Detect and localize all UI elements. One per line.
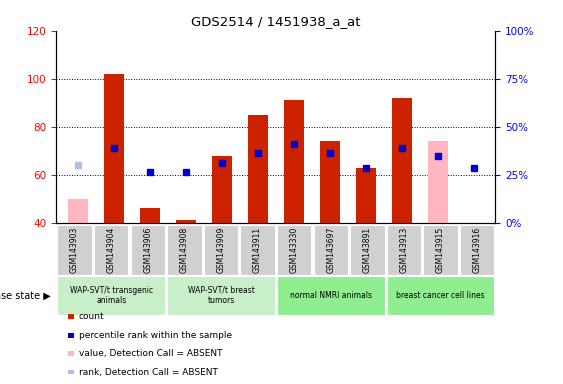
Text: GSM143330: GSM143330: [290, 227, 298, 273]
Bar: [392, 98, 412, 223]
Text: GSM143908: GSM143908: [180, 227, 189, 273]
Text: GSM143916: GSM143916: [473, 227, 481, 273]
Title: GDS2514 / 1451938_a_at: GDS2514 / 1451938_a_at: [191, 15, 361, 28]
Text: GSM143904: GSM143904: [107, 227, 115, 273]
Bar: [176, 220, 196, 223]
Bar: [68, 199, 88, 223]
Bar: [428, 141, 448, 223]
Text: count: count: [79, 312, 105, 321]
Text: GSM143909: GSM143909: [217, 227, 225, 273]
Text: percentile rank within the sample: percentile rank within the sample: [79, 331, 232, 340]
Bar: [248, 115, 268, 223]
Bar: [320, 141, 339, 223]
Text: WAP-SVT/t transgenic
animals: WAP-SVT/t transgenic animals: [70, 286, 153, 305]
Bar: [284, 100, 304, 223]
Text: GSM143891: GSM143891: [363, 227, 372, 273]
Bar: [104, 74, 124, 223]
Bar: [356, 167, 376, 223]
Text: GSM143906: GSM143906: [144, 227, 152, 273]
Text: WAP-SVT/t breast
tumors: WAP-SVT/t breast tumors: [187, 286, 254, 305]
Text: disease state ▶: disease state ▶: [0, 291, 51, 301]
Text: GSM143913: GSM143913: [400, 227, 408, 273]
Text: GSM143697: GSM143697: [327, 227, 335, 273]
Text: GSM143903: GSM143903: [70, 227, 79, 273]
Text: rank, Detection Call = ABSENT: rank, Detection Call = ABSENT: [79, 367, 218, 377]
Bar: [140, 208, 160, 223]
Text: normal NMRI animals: normal NMRI animals: [290, 291, 372, 300]
Text: GSM143911: GSM143911: [253, 227, 262, 273]
Text: GSM143915: GSM143915: [436, 227, 445, 273]
Text: value, Detection Call = ABSENT: value, Detection Call = ABSENT: [79, 349, 222, 358]
Bar: [212, 156, 232, 223]
Text: breast cancer cell lines: breast cancer cell lines: [396, 291, 485, 300]
